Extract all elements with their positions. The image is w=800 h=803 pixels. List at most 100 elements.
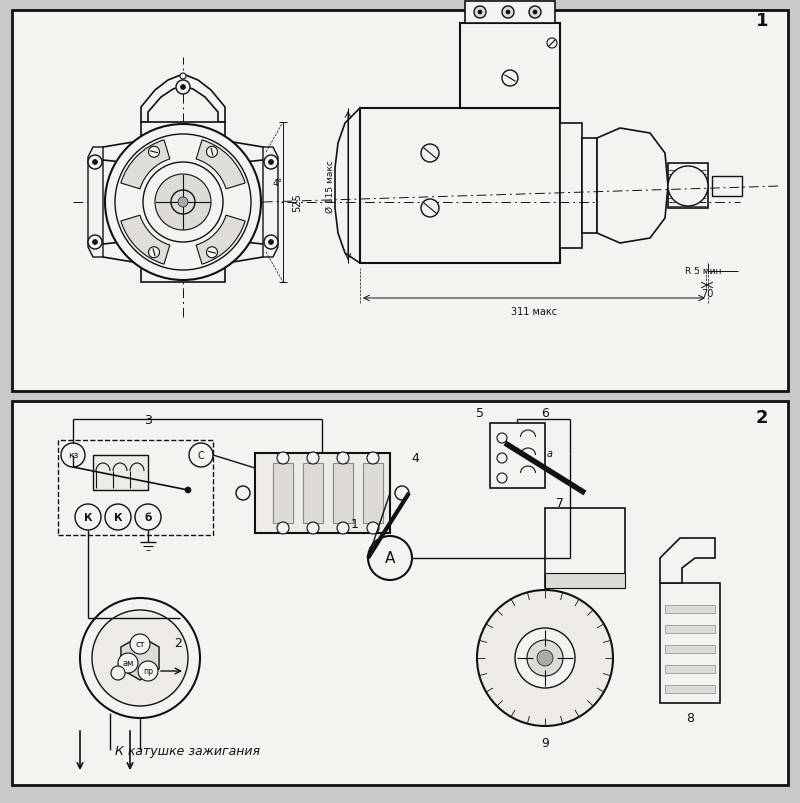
Circle shape xyxy=(547,39,557,49)
Polygon shape xyxy=(660,538,715,583)
Circle shape xyxy=(149,147,159,158)
Circle shape xyxy=(421,200,439,218)
Bar xyxy=(660,583,720,703)
Circle shape xyxy=(421,145,439,163)
Bar xyxy=(363,463,383,524)
Bar xyxy=(668,164,708,209)
Circle shape xyxy=(111,666,125,680)
Bar xyxy=(460,24,560,109)
Circle shape xyxy=(88,156,102,169)
Circle shape xyxy=(264,156,278,169)
Circle shape xyxy=(269,161,274,165)
Circle shape xyxy=(537,650,553,666)
Bar xyxy=(582,139,597,234)
Circle shape xyxy=(533,11,537,15)
Circle shape xyxy=(527,640,563,676)
Wedge shape xyxy=(121,141,170,190)
Circle shape xyxy=(88,236,102,250)
Bar xyxy=(465,2,555,24)
Bar xyxy=(12,11,788,392)
Circle shape xyxy=(497,474,507,483)
Wedge shape xyxy=(121,216,170,265)
Circle shape xyxy=(474,7,486,19)
Circle shape xyxy=(171,191,195,214)
Bar xyxy=(545,573,625,589)
Text: 4: 4 xyxy=(411,452,419,465)
Circle shape xyxy=(105,504,131,530)
Circle shape xyxy=(93,161,98,165)
Circle shape xyxy=(93,240,98,245)
Circle shape xyxy=(75,504,101,530)
Circle shape xyxy=(143,163,223,243)
Circle shape xyxy=(138,661,158,681)
Circle shape xyxy=(367,522,379,534)
Bar xyxy=(360,109,560,263)
Polygon shape xyxy=(263,148,278,258)
Circle shape xyxy=(180,74,186,80)
Text: 9: 9 xyxy=(541,736,549,749)
Circle shape xyxy=(477,590,613,726)
Text: 8: 8 xyxy=(686,711,694,724)
Text: 525: 525 xyxy=(292,194,302,212)
Circle shape xyxy=(189,443,213,467)
Text: б: б xyxy=(144,512,152,522)
Text: A: A xyxy=(385,551,395,566)
Wedge shape xyxy=(196,141,245,190)
Bar xyxy=(665,626,715,634)
Text: 7: 7 xyxy=(556,497,564,510)
Bar xyxy=(712,177,742,197)
Circle shape xyxy=(497,454,507,463)
Circle shape xyxy=(307,522,319,534)
Bar xyxy=(665,685,715,693)
Circle shape xyxy=(206,247,218,259)
Bar xyxy=(333,463,353,524)
Circle shape xyxy=(206,147,218,158)
Circle shape xyxy=(181,85,186,91)
Text: кз: кз xyxy=(68,451,78,460)
Circle shape xyxy=(178,198,188,208)
Text: 1: 1 xyxy=(351,517,359,530)
Circle shape xyxy=(368,536,412,581)
Text: ст: ст xyxy=(135,640,145,649)
Text: а: а xyxy=(547,448,553,459)
Text: 4°: 4° xyxy=(273,178,283,187)
Circle shape xyxy=(118,653,138,673)
Text: К: К xyxy=(114,512,122,522)
Polygon shape xyxy=(597,128,668,243)
Circle shape xyxy=(668,167,708,206)
Text: К катушке зажигания: К катушке зажигания xyxy=(115,744,260,757)
Circle shape xyxy=(515,628,575,688)
Polygon shape xyxy=(121,636,159,680)
Circle shape xyxy=(277,522,289,534)
Bar xyxy=(12,402,788,785)
Text: К: К xyxy=(84,512,92,522)
Text: С: С xyxy=(198,450,204,460)
Bar xyxy=(490,423,545,488)
Bar xyxy=(665,665,715,673)
Circle shape xyxy=(337,522,349,534)
Bar xyxy=(93,455,148,491)
Text: 1: 1 xyxy=(756,12,768,30)
Circle shape xyxy=(478,11,482,15)
Text: ам: ам xyxy=(122,658,134,667)
Circle shape xyxy=(236,487,250,500)
Circle shape xyxy=(130,634,150,654)
Circle shape xyxy=(176,81,190,95)
Circle shape xyxy=(497,434,507,443)
Bar xyxy=(665,645,715,653)
Circle shape xyxy=(277,452,289,464)
Circle shape xyxy=(337,452,349,464)
Circle shape xyxy=(395,487,409,500)
Text: 311 макс: 311 макс xyxy=(511,307,557,316)
Circle shape xyxy=(92,610,188,706)
Bar xyxy=(545,508,625,589)
Circle shape xyxy=(80,598,200,718)
Bar xyxy=(303,463,323,524)
Circle shape xyxy=(307,452,319,464)
Bar xyxy=(273,463,293,524)
Text: 5: 5 xyxy=(476,407,484,420)
Text: 6: 6 xyxy=(541,407,549,420)
Circle shape xyxy=(264,236,278,250)
Text: 3: 3 xyxy=(144,414,152,427)
Circle shape xyxy=(61,443,85,467)
